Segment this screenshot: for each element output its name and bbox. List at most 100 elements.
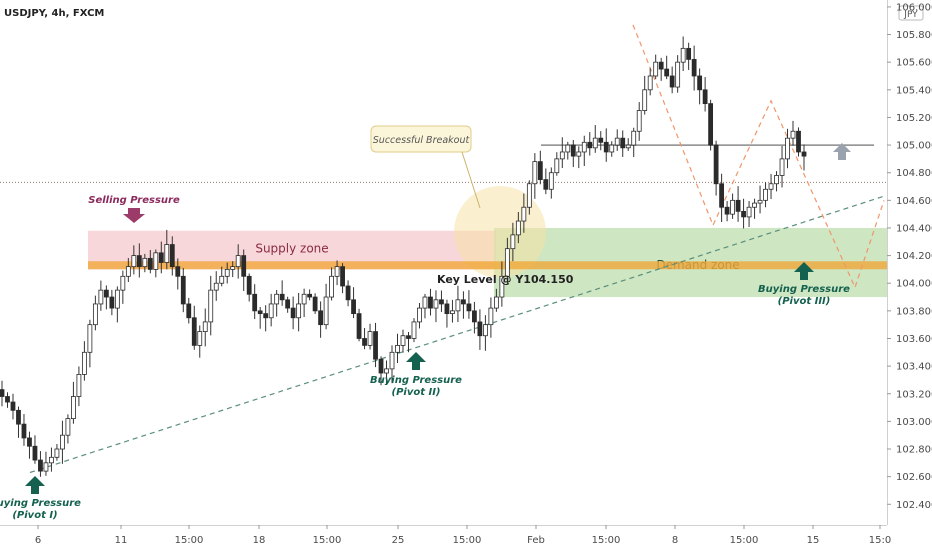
candle-body [175,266,181,277]
candle [246,273,252,302]
candle-body [658,61,664,70]
candle-body [504,248,510,277]
candle-body [241,255,247,277]
candle [708,99,714,151]
candle-body [274,293,280,305]
candle [504,237,510,284]
candle-body [708,103,714,146]
candle [543,168,549,195]
candle-body [428,296,433,309]
candle-body [27,437,32,447]
candle [488,297,494,338]
candle-body [581,141,587,153]
candle-body [235,255,241,268]
y-tick-label: 104.400 [896,223,932,234]
candle-body [790,130,796,139]
candle [548,167,554,199]
candle-body [400,335,406,346]
y-tick-label: 105.600 [896,58,932,69]
x-tick-label: 15:00 [730,535,759,546]
candle-body [164,244,170,263]
candle [384,360,389,385]
candle [439,290,444,312]
candle [631,127,637,158]
y-tick-label: 103.600 [896,334,932,345]
candle-body [296,303,302,319]
candle [131,245,137,275]
candle [647,68,653,96]
candle [713,140,719,196]
candle-body [384,368,389,374]
candle-body [686,47,692,60]
candle [774,171,779,192]
candle-body [757,199,763,204]
candle [351,287,356,319]
candle [32,435,38,464]
y-tick-label: 105.000 [896,141,932,152]
candle [406,332,411,353]
candle [54,444,60,461]
candle-body [219,275,225,284]
candle [730,193,735,219]
pivot2-arrow [406,352,426,370]
candle-body [65,418,71,436]
candle-body [312,296,318,312]
candle [658,57,664,81]
y-tick-label: 103.000 [896,417,932,428]
pivot1-label: (Pivot I) [12,510,57,521]
y-tick-label: 105.400 [896,85,932,96]
candle-body [180,275,186,305]
candle-body [373,331,378,360]
candle-body [477,321,483,337]
candle [510,222,516,262]
candle [0,380,5,407]
candle [691,45,697,91]
candle [5,392,10,408]
candle [268,293,274,327]
pivot2-label: (Pivot II) [392,387,441,398]
candle-body [406,335,411,339]
candle [87,319,93,368]
candle-body [439,299,444,305]
candle [515,212,521,244]
candle-body [76,374,82,397]
candle-body [554,158,560,174]
candle [323,283,329,330]
candle [169,236,175,276]
candle [642,75,648,115]
candle [235,244,241,279]
trendline [29,195,885,474]
candle [768,174,774,200]
candle-body [680,47,686,63]
candle [741,198,746,229]
candle [570,140,576,168]
x-tick-label: 15 [807,535,820,546]
candle-body [614,137,620,146]
candle-body [142,257,148,268]
y-tick-label: 102.600 [896,472,932,483]
candle [197,325,203,358]
y-tick-label: 104.600 [896,196,932,207]
candle-body [92,303,98,326]
candle-body [653,61,659,77]
candle [603,128,609,162]
candle-body [98,289,104,305]
candle [724,201,730,222]
candle-body [125,266,131,277]
candle [675,55,681,93]
candle [554,152,560,176]
candle [790,120,796,146]
candle-body [49,456,54,464]
candle-body [114,289,120,309]
candle [746,201,752,227]
candle-body [719,183,725,208]
candle-body [329,275,334,298]
candle [400,329,406,353]
candle-body [603,141,609,153]
candle-body [774,175,779,185]
candle [21,414,27,446]
candle-body [340,266,345,287]
candle-body [499,275,505,298]
